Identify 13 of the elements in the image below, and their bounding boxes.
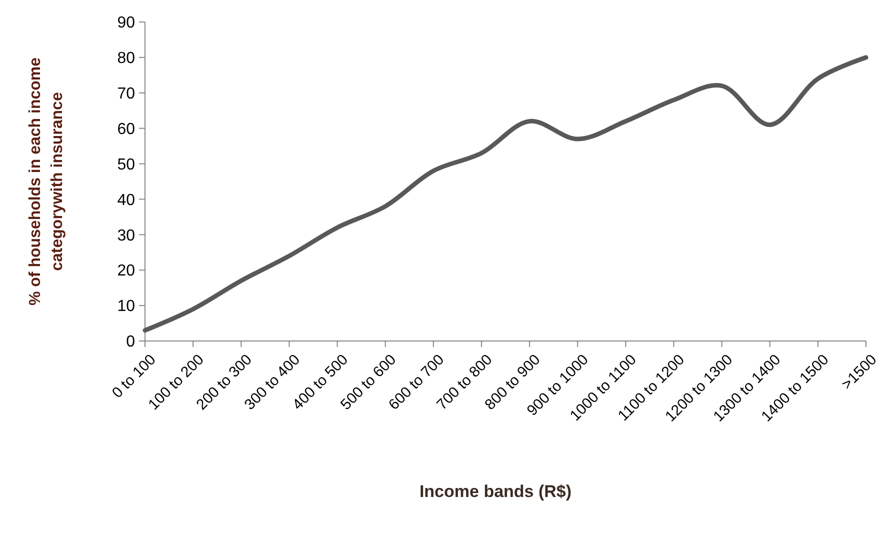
y-tick-label: 90 <box>117 14 136 32</box>
y-tick-label: 70 <box>117 85 136 102</box>
y-tick-label: 80 <box>117 50 136 68</box>
y-axis-title: % of households in each income categorywith insurance <box>27 57 66 306</box>
y-tick-label: 20 <box>117 262 136 280</box>
line-series <box>142 55 868 333</box>
y-tick-label: 40 <box>117 192 136 209</box>
y-tick-label: 0 <box>126 334 136 351</box>
y-tick-label: 50 <box>117 156 136 174</box>
y-tick-label: 10 <box>117 298 136 316</box>
y-tick-label: 60 <box>117 120 136 138</box>
x-axis-title: Income bands (R$) <box>419 482 572 501</box>
y-tick-label: 30 <box>117 227 136 244</box>
